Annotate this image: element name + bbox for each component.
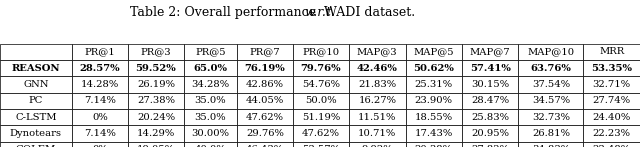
Text: Table 2: Overall performance: Table 2: Overall performance <box>130 6 320 19</box>
Text: WADI dataset.: WADI dataset. <box>320 6 415 19</box>
Text: w.r.t.: w.r.t. <box>305 6 335 19</box>
